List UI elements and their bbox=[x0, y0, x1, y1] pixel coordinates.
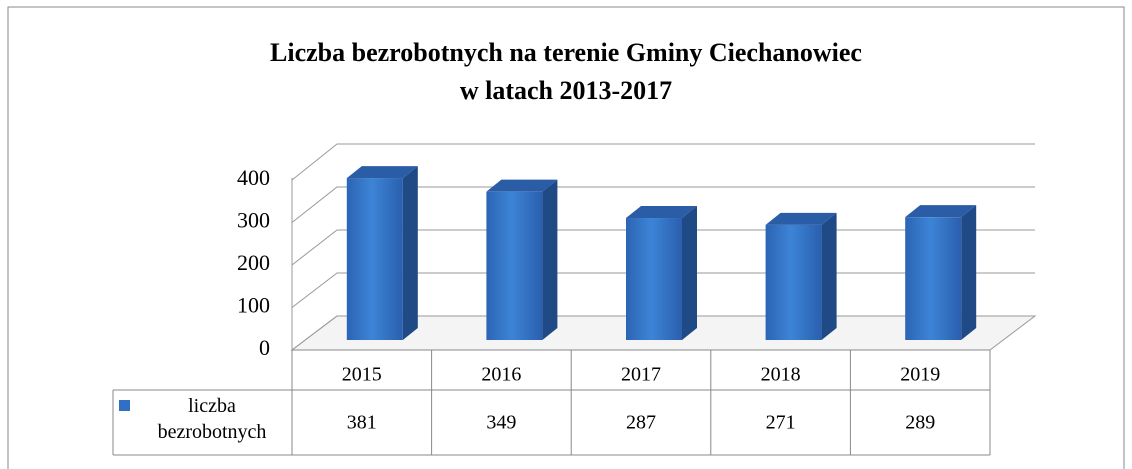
grid-line bbox=[291, 143, 1035, 181]
data-label: 271 bbox=[766, 412, 796, 434]
data-label: 289 bbox=[905, 412, 935, 434]
bar bbox=[905, 205, 977, 340]
y-tick-label: 400 bbox=[237, 165, 270, 190]
legend-label: liczba bezrobotnych bbox=[157, 395, 267, 443]
bar-front bbox=[486, 191, 543, 340]
bar-front bbox=[626, 218, 682, 340]
y-tick-label: 300 bbox=[237, 208, 270, 233]
bar bbox=[486, 179, 558, 340]
bar bbox=[346, 166, 418, 340]
chart-title: Liczba bezrobotnych na terenie Gminy Cie… bbox=[270, 38, 862, 67]
frame bbox=[7, 6, 1125, 469]
x-tick-label: 2018 bbox=[761, 364, 801, 386]
bar bbox=[626, 206, 697, 340]
chart-title: w latach 2013-2017 bbox=[460, 76, 672, 105]
x-tick-label: 2015 bbox=[342, 364, 382, 386]
bar-side bbox=[402, 166, 418, 340]
bar bbox=[765, 212, 837, 340]
y-tick-label: 100 bbox=[237, 293, 270, 318]
legend-swatch bbox=[119, 400, 130, 411]
bar-side bbox=[961, 205, 977, 340]
bar-top bbox=[346, 166, 418, 179]
data-label: 381 bbox=[347, 412, 377, 434]
legend-label-box: liczba bezrobotnych bbox=[157, 395, 267, 443]
x-tick-label: 2019 bbox=[900, 364, 940, 386]
grid-line bbox=[291, 186, 1035, 223]
y-tick-label: 200 bbox=[237, 250, 270, 275]
bar-top bbox=[486, 179, 558, 192]
bar-side bbox=[682, 206, 697, 340]
data-label: 287 bbox=[626, 412, 656, 434]
bar-front bbox=[765, 224, 822, 340]
bar-side bbox=[542, 179, 558, 340]
x-tick-label: 2016 bbox=[481, 364, 521, 386]
bar-side bbox=[821, 212, 837, 340]
bar-top bbox=[765, 212, 837, 225]
data-label: 349 bbox=[486, 412, 516, 434]
bar-top bbox=[626, 206, 697, 219]
bar-front bbox=[346, 178, 403, 340]
bar-front bbox=[905, 217, 962, 340]
y-tick-label: 0 bbox=[259, 335, 270, 360]
x-tick-label: 2017 bbox=[621, 364, 661, 386]
bar-top bbox=[905, 205, 977, 218]
